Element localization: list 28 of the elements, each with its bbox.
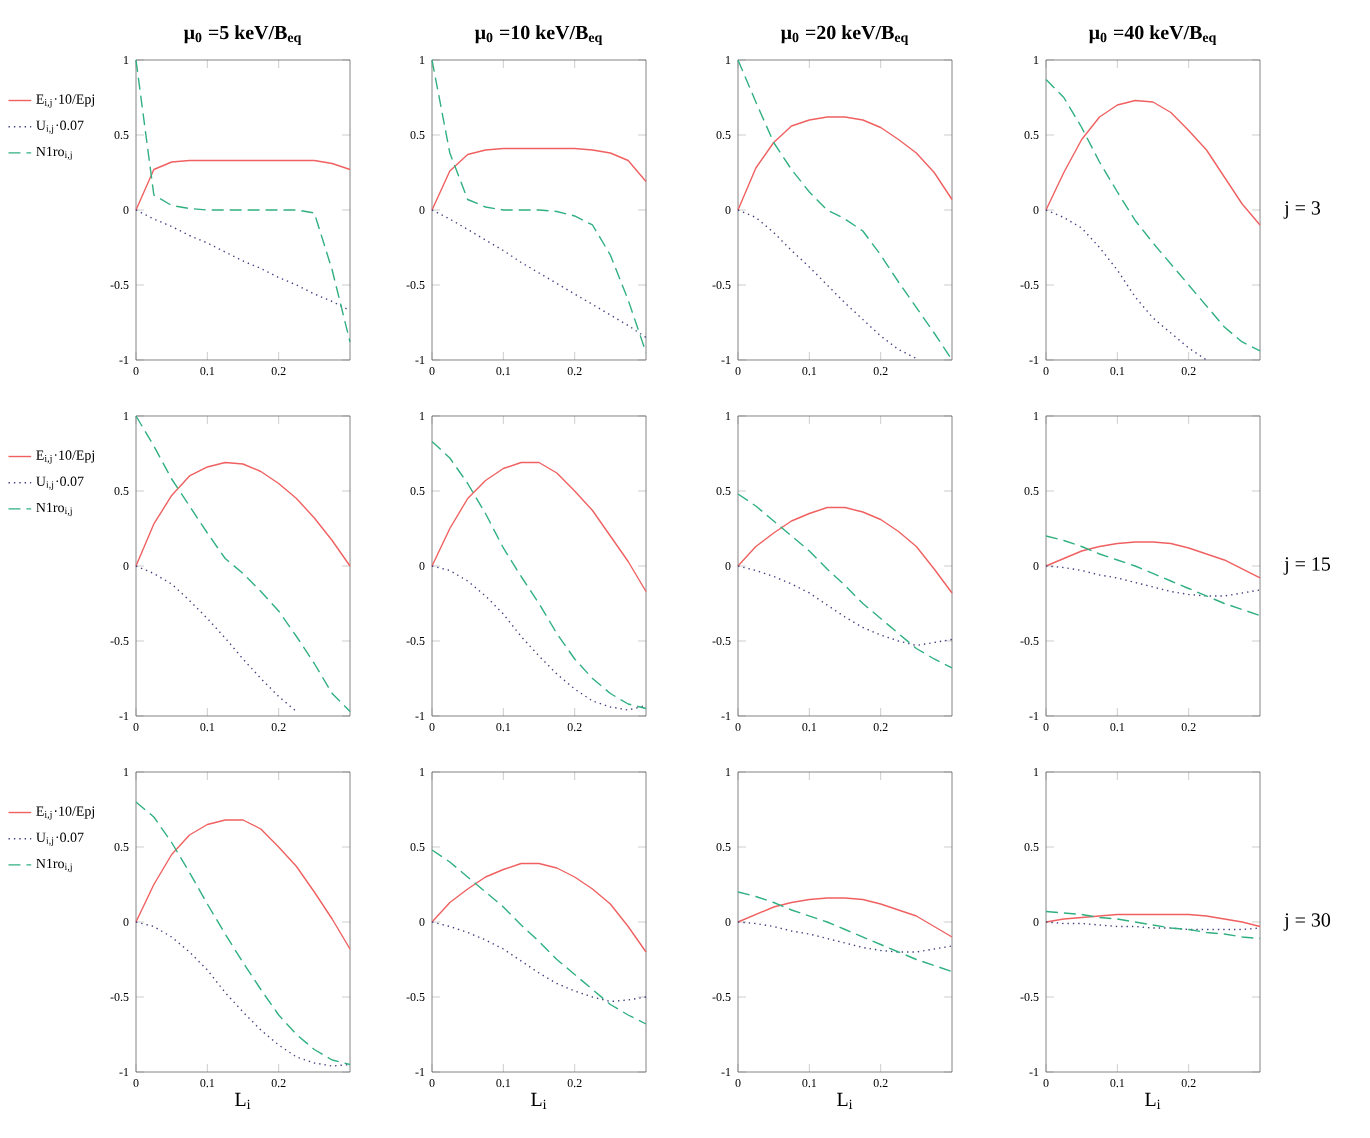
line-series — [1045, 99, 1261, 226]
line-series — [135, 565, 298, 713]
chart-title: μ$_{0}$ =10 keV/B$_{eq}$ — [474, 25, 603, 45]
line-series — [135, 819, 351, 950]
line-series — [135, 801, 351, 1066]
chart-title: μ$_{0}$ =5 keV/B$_{eq}$ — [183, 25, 302, 45]
line-series — [431, 862, 647, 953]
line-series — [737, 116, 953, 211]
line-series — [737, 506, 953, 594]
text: j = 30 — [1283, 913, 1331, 931]
chart-title: μ$_{0}$ =40 keV/B$_{eq}$ — [1088, 25, 1217, 45]
line-series — [135, 921, 351, 1067]
chart-title: μ$_{0}$ =20 keV/B$_{eq}$ — [780, 25, 909, 45]
x-axis-title: L$_{i}$ — [235, 1092, 251, 1109]
line-series — [1045, 209, 1208, 361]
x-axis-title: L$_{i}$ — [1145, 1092, 1161, 1109]
line-series — [737, 565, 953, 647]
line-series — [737, 921, 953, 953]
text: j = 3 — [1283, 201, 1321, 219]
line-series — [431, 461, 647, 593]
text: j = 15 — [1283, 557, 1331, 575]
line-series — [135, 209, 351, 312]
line-series — [431, 440, 647, 710]
x-axis-title: L$_{i}$ — [837, 1092, 853, 1109]
x-axis-title: L$_{i}$ — [531, 1092, 547, 1109]
line-series — [431, 565, 647, 711]
line-series — [737, 493, 953, 669]
line-series — [135, 461, 351, 567]
